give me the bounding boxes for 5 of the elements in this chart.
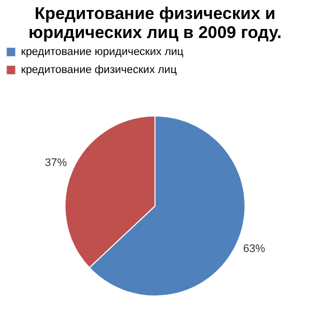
chart-title: Кредитование физических и юридических лиц в 2009 году. — [28, 4, 282, 42]
data-label: 37% — [44, 157, 68, 170]
legend-label: кредитование физических лиц — [21, 64, 178, 76]
data-label: 63% — [243, 242, 266, 255]
legend-label: кредитование юридических лиц — [21, 46, 184, 58]
